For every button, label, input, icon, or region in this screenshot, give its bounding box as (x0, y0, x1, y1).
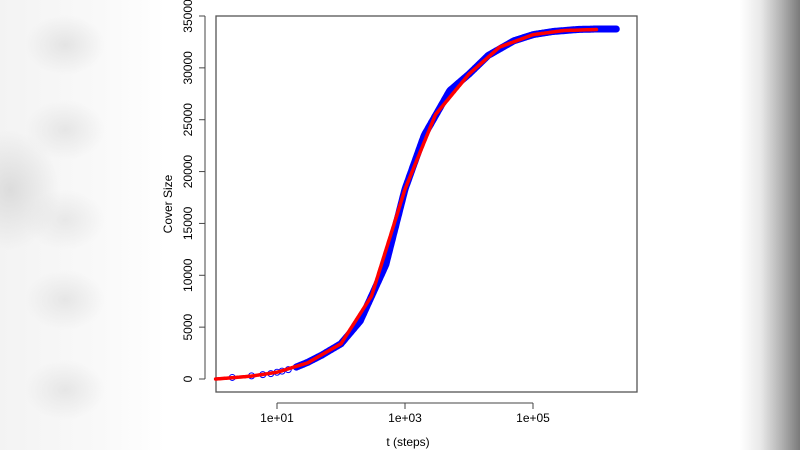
x-tick-label: 1e+01 (260, 411, 294, 425)
x-axis-title: t (steps) (386, 435, 429, 449)
shadow-edge-right (740, 0, 800, 450)
y-tick-label: 35000 (181, 0, 195, 33)
x-axis: 1e+01 1e+03 1e+05 (260, 402, 550, 425)
y-tick-label: 30000 (181, 51, 195, 85)
fit-line (213, 27, 599, 381)
plot-frame (215, 15, 638, 393)
y-tick-label: 10000 (181, 258, 195, 292)
y-tick-label: 15000 (181, 206, 195, 240)
y-axis: 0 5000 10000 15000 20000 25000 30000 35000 (181, 0, 206, 382)
x-tick-label: 1e+05 (516, 411, 550, 425)
y-axis-title: Cover Size (161, 174, 175, 233)
blurred-background-left (0, 0, 165, 450)
x-tick-label: 1e+03 (388, 411, 422, 425)
y-tick-label: 25000 (181, 103, 195, 137)
y-tick-label: 5000 (181, 313, 195, 340)
y-tick-label: 20000 (181, 155, 195, 189)
y-tick-label: 0 (181, 375, 195, 382)
